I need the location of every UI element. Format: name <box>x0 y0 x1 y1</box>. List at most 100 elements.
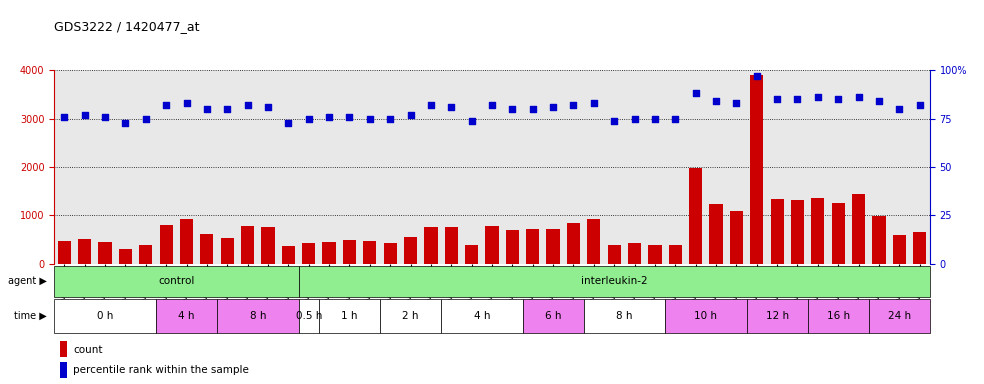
Text: 4 h: 4 h <box>473 311 490 321</box>
Bar <box>665 299 747 333</box>
Text: 8 h: 8 h <box>250 311 266 321</box>
Bar <box>689 168 703 264</box>
Bar <box>869 299 930 333</box>
Point <box>158 102 174 108</box>
Point <box>585 100 601 106</box>
Text: percentile rank within the sample: percentile rank within the sample <box>74 365 249 375</box>
Point <box>566 102 582 108</box>
Bar <box>60 341 67 357</box>
Point <box>341 114 357 120</box>
Point <box>199 106 215 112</box>
Bar <box>342 240 356 264</box>
Bar <box>750 75 764 264</box>
Point <box>810 94 826 101</box>
Text: agent ▶: agent ▶ <box>8 276 47 286</box>
Bar <box>709 204 722 264</box>
Text: 24 h: 24 h <box>888 311 911 321</box>
Point <box>667 116 683 122</box>
Point <box>708 98 724 104</box>
Text: control: control <box>158 276 195 286</box>
Point <box>138 116 154 122</box>
Text: GDS3222 / 1420477_at: GDS3222 / 1420477_at <box>54 20 200 33</box>
Point <box>871 98 887 104</box>
Text: 1 h: 1 h <box>341 311 358 321</box>
Text: time ▶: time ▶ <box>15 311 47 321</box>
Point <box>505 106 521 112</box>
Bar <box>281 246 295 264</box>
Bar <box>523 299 584 333</box>
Bar <box>139 245 153 264</box>
Bar <box>220 238 234 264</box>
Text: 0 h: 0 h <box>96 311 113 321</box>
Bar <box>363 241 377 264</box>
Bar <box>747 299 808 333</box>
Point <box>179 100 195 106</box>
Bar <box>770 199 783 264</box>
Bar <box>485 225 499 264</box>
Bar <box>241 226 254 264</box>
Point <box>647 116 663 122</box>
Point <box>749 73 765 79</box>
Point <box>280 119 296 126</box>
Bar <box>78 238 92 264</box>
Bar <box>441 299 523 333</box>
Bar <box>159 225 173 264</box>
Bar <box>730 211 743 264</box>
Point <box>240 102 256 108</box>
Point <box>321 114 337 120</box>
Bar <box>217 299 298 333</box>
Point <box>524 106 540 112</box>
Point <box>769 96 785 103</box>
Point <box>892 106 907 112</box>
Bar <box>60 362 67 378</box>
Bar <box>811 199 825 264</box>
Point <box>383 116 399 122</box>
Bar <box>445 227 458 264</box>
Point <box>627 116 643 122</box>
Bar <box>119 249 132 264</box>
Bar <box>155 299 217 333</box>
Point <box>260 104 276 110</box>
Bar <box>465 245 478 264</box>
Bar <box>262 227 275 264</box>
Point <box>606 118 622 124</box>
Point <box>117 119 133 126</box>
Point <box>728 100 744 106</box>
Point <box>56 114 72 120</box>
Text: 12 h: 12 h <box>766 311 789 321</box>
Point <box>301 116 317 122</box>
Text: 2 h: 2 h <box>402 311 419 321</box>
Point <box>851 94 867 101</box>
Bar <box>302 243 315 264</box>
Bar <box>567 223 581 264</box>
Text: 6 h: 6 h <box>545 311 561 321</box>
Text: count: count <box>74 344 103 354</box>
Bar <box>403 237 417 264</box>
Bar <box>546 229 560 264</box>
Bar <box>607 245 621 264</box>
Point <box>463 118 479 124</box>
Bar <box>831 203 845 264</box>
Text: 4 h: 4 h <box>178 311 195 321</box>
Bar <box>298 266 930 297</box>
Bar <box>808 299 869 333</box>
Point <box>219 106 235 112</box>
Bar <box>873 217 886 264</box>
Bar <box>648 245 661 264</box>
Bar <box>98 242 111 264</box>
Point <box>97 114 113 120</box>
Point <box>912 102 928 108</box>
Bar <box>323 242 336 264</box>
Point <box>545 104 561 110</box>
Bar <box>201 234 214 264</box>
Bar <box>669 245 682 264</box>
Point <box>402 112 418 118</box>
Bar <box>526 230 539 264</box>
Bar <box>913 232 926 264</box>
Bar <box>58 241 71 264</box>
Point <box>444 104 460 110</box>
Bar <box>506 230 519 264</box>
Bar <box>180 219 193 264</box>
Bar <box>584 299 665 333</box>
Bar <box>628 243 642 264</box>
